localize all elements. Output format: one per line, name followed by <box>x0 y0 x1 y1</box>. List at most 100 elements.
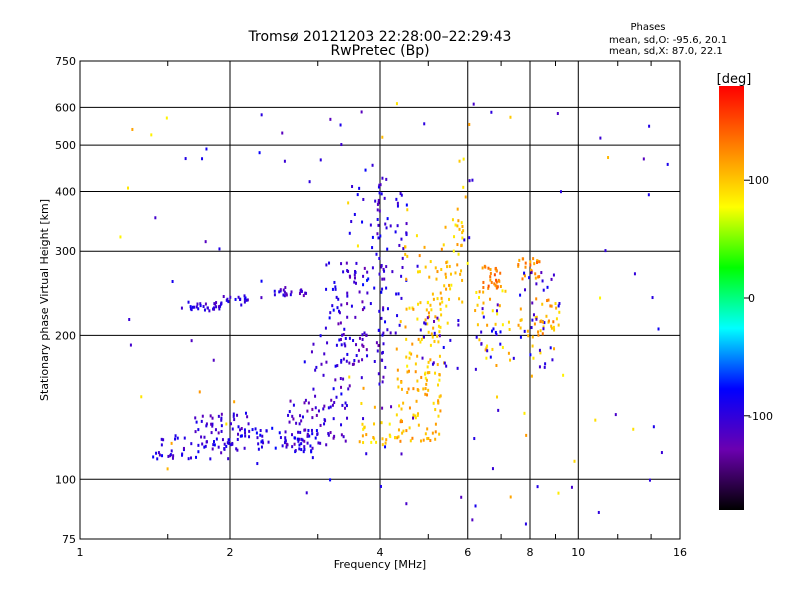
data-point <box>398 243 401 247</box>
data-point <box>524 265 527 269</box>
data-point <box>312 387 315 391</box>
data-point <box>205 147 208 151</box>
data-point <box>243 446 246 450</box>
data-point <box>373 405 376 409</box>
data-point <box>150 133 153 137</box>
chart-title: Tromsø 20121203 22:28:00–22:29:43 <box>248 29 512 45</box>
data-point <box>377 223 380 227</box>
data-point <box>287 413 290 417</box>
data-point <box>419 439 422 443</box>
data-point <box>322 373 325 377</box>
data-point <box>227 300 230 304</box>
data-point <box>530 374 533 378</box>
data-point <box>361 434 364 438</box>
data-point <box>429 260 432 264</box>
data-point <box>463 238 466 242</box>
data-point <box>220 302 223 306</box>
data-point <box>389 331 392 335</box>
data-point <box>256 462 259 466</box>
data-point <box>552 325 555 329</box>
data-point <box>358 440 361 444</box>
data-point <box>361 422 364 426</box>
data-point <box>357 348 360 352</box>
data-point <box>244 431 247 435</box>
data-point <box>547 319 550 323</box>
data-point <box>395 197 398 201</box>
data-point <box>444 272 447 276</box>
data-point <box>458 159 461 163</box>
data-point <box>405 232 408 236</box>
data-point <box>428 275 431 279</box>
data-point <box>539 329 542 333</box>
data-point <box>501 289 504 293</box>
data-point <box>257 442 260 446</box>
data-point <box>257 447 260 451</box>
data-point <box>344 344 347 348</box>
data-point <box>289 293 292 297</box>
x-tick-label: 6 <box>464 546 471 559</box>
data-point <box>278 431 281 435</box>
legend-entry-x: mean, sd,X: 87.0, 22.1 <box>609 46 723 57</box>
colorbar-tick-label: -100 <box>748 410 773 423</box>
data-point <box>358 336 361 340</box>
data-point <box>424 265 427 269</box>
data-point <box>288 420 291 424</box>
data-point <box>260 113 263 117</box>
y-tick-label: 750 <box>55 55 76 68</box>
data-point <box>486 344 489 348</box>
data-point <box>375 341 378 345</box>
data-point <box>255 431 258 435</box>
data-point <box>542 288 545 292</box>
data-point <box>344 406 347 410</box>
data-point <box>541 332 544 336</box>
data-point <box>347 201 350 205</box>
data-point <box>476 323 479 327</box>
data-point <box>378 309 381 313</box>
data-point <box>348 336 351 340</box>
data-point <box>389 435 392 439</box>
data-point <box>459 272 462 276</box>
data-point <box>427 311 430 315</box>
data-point <box>384 320 387 324</box>
data-point <box>378 382 381 386</box>
data-point <box>212 358 215 362</box>
data-point <box>220 451 223 455</box>
data-point <box>390 405 393 409</box>
data-point <box>549 304 552 308</box>
data-point <box>489 278 492 282</box>
data-point <box>330 398 333 402</box>
data-point <box>154 216 157 220</box>
data-point <box>322 407 325 411</box>
data-point <box>341 403 344 407</box>
data-point <box>291 414 294 418</box>
data-point <box>299 414 302 418</box>
data-point <box>495 280 498 284</box>
data-point <box>303 448 306 452</box>
data-point <box>283 441 286 445</box>
data-point <box>382 308 385 312</box>
data-point <box>651 296 654 300</box>
data-point <box>362 274 365 278</box>
data-point <box>361 337 364 341</box>
data-point <box>542 327 545 331</box>
data-point <box>319 158 322 162</box>
data-point <box>363 266 366 270</box>
colorbar: [deg] 100 0 -100 <box>717 72 773 510</box>
data-point <box>281 131 284 135</box>
data-point <box>376 232 379 236</box>
data-point <box>233 400 236 404</box>
data-point <box>204 444 207 448</box>
data-point <box>380 358 383 362</box>
data-point <box>208 309 211 313</box>
data-point <box>195 420 198 424</box>
data-point <box>433 339 436 343</box>
data-point <box>327 406 330 410</box>
data-point <box>351 362 354 366</box>
data-point <box>348 231 351 235</box>
data-point <box>509 495 512 499</box>
data-point <box>533 262 536 266</box>
data-point <box>487 266 490 270</box>
data-point <box>215 305 218 309</box>
data-point <box>361 220 364 224</box>
data-point <box>340 343 343 347</box>
